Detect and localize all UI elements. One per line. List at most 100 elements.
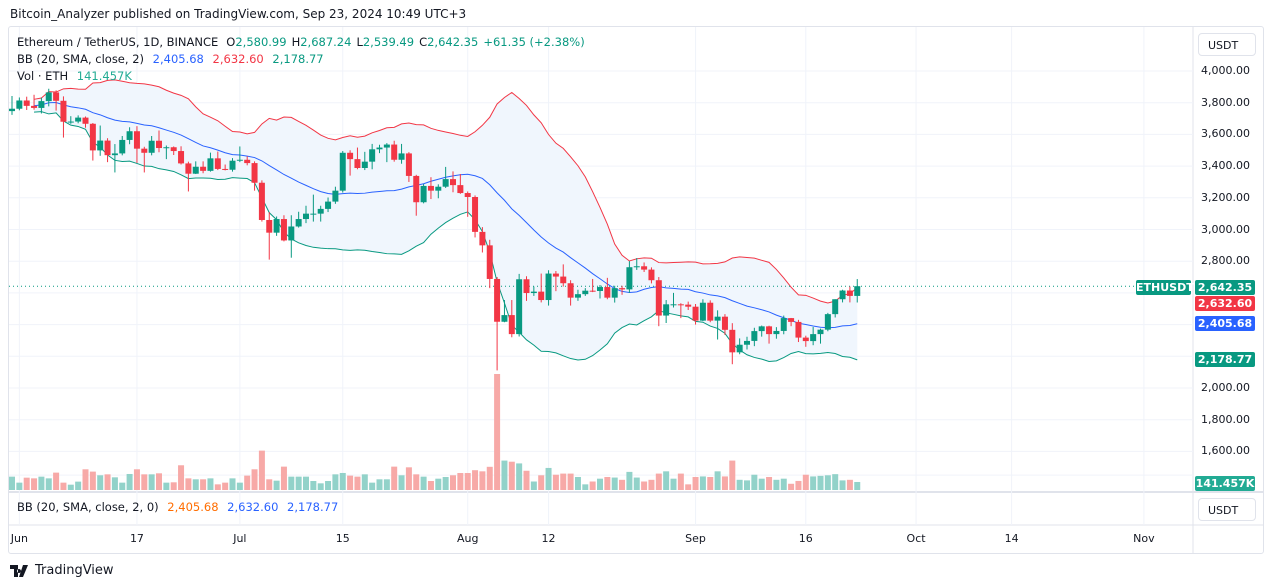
candle-body [523,279,530,294]
volume-bar [111,477,118,490]
volume-bar [574,476,581,490]
candle-body [236,159,243,161]
bb-basis-value: 2,405.68 [152,52,204,66]
candle-body [53,92,60,101]
volume-bar [45,478,52,490]
lower-bb-value-3: 2,178.77 [287,500,339,514]
time-axis-label: Nov [1133,532,1155,545]
low-label: L [356,35,363,49]
volume-bar [347,475,354,490]
candle-body [45,92,52,102]
candle-body [479,231,486,246]
lower-bb-value-2: 2,632.60 [227,500,279,514]
volume-bar [303,476,309,490]
volume-bar [486,466,493,490]
chart-frame [8,26,1264,554]
candle-body [16,100,23,109]
candle-body [494,278,501,322]
volume-bar [67,484,74,490]
publish-line: Bitcoin_Analyzer published on TradingVie… [10,7,467,21]
candle-body [266,219,273,233]
symbol-name[interactable]: Ethereum / TetherUS, 1D, BINANCE [17,35,219,49]
volume-bar [744,480,750,490]
volume-bar [626,471,633,490]
time-axis-label: Sep [685,532,706,545]
candle-body [251,163,258,183]
volume-bar [317,483,324,490]
currency-button[interactable]: USDT [1198,33,1256,56]
candle-body [611,288,618,298]
volume-bar [163,482,170,490]
lower-currency-button[interactable]: USDT [1198,498,1256,521]
candle-body [244,159,251,164]
price-axis-label: 3,000.00 [1201,222,1250,236]
low-value: 2,539.49 [362,35,415,49]
time-axis-label: Oct [906,532,926,545]
candle-body [148,140,155,153]
candle-body [420,185,427,203]
time-axis-label: Aug [456,532,479,545]
candle-body [758,326,765,332]
candle-body [832,299,839,315]
candle-body [516,279,523,335]
candle-body [295,219,302,227]
candle-body [744,340,750,345]
bb-label[interactable]: BB (20, SMA, close, 2) [17,52,144,66]
volume-bar [494,374,501,490]
volume-bar [523,470,530,490]
candle-body [464,193,471,198]
candle-body [405,153,412,176]
candle-body [200,166,207,171]
bb-lower-value: 2,178.77 [272,52,324,66]
candle-body [773,330,780,335]
volume-tag: 141.457K [1195,476,1255,491]
candle-body [369,149,376,162]
volume-bar [516,463,523,490]
candle-body [626,267,633,290]
volume-bar [9,476,15,490]
lower-pane-legend: BB (20, SMA, close, 2, 0) 2,405.68 2,632… [17,500,343,514]
volume-bar [721,476,728,490]
price-axis-label: 3,600.00 [1201,127,1250,141]
volume-bar [589,481,596,490]
volume-bar [802,474,809,490]
candle-body [854,286,861,296]
volume-bar [648,479,655,490]
volume-bar [567,473,574,490]
lower-bb-label[interactable]: BB (20, SMA, close, 2, 0) [17,500,159,514]
volume-bar [236,482,243,490]
candle-body [802,337,809,342]
candle-body [560,276,567,284]
candle-body [582,290,589,295]
volume-bar [391,466,398,490]
high-label: H [291,35,301,49]
volume-bar [405,467,412,490]
volume-bar [170,482,177,490]
volume-bar [38,476,45,490]
volume-value: 141.457K [76,69,132,83]
candle-body [339,152,346,191]
volume-bar [266,479,273,490]
candle-body [574,294,581,298]
volume-bar [604,476,611,490]
volume-bar [60,482,67,490]
candle-body [663,304,670,316]
volume-bar [222,482,229,490]
volume-bar [178,465,185,490]
candle-body [89,123,96,151]
candle-body [435,186,442,191]
candle-body [450,179,456,186]
tradingview-logo[interactable]: TradingView [10,563,114,578]
candle-body [824,314,831,330]
volume-label[interactable]: Vol · ETH [17,69,69,83]
volume-bar [472,470,479,490]
candle-body [457,185,464,194]
symbol-legend: Ethereum / TetherUS, 1D, BINANCE O2,580.9… [17,35,590,49]
volume-bar [97,475,104,490]
volume-bar [560,473,567,490]
volume-bar [141,474,148,490]
volume-bar [729,460,736,490]
candle-body [23,100,30,106]
symbol-price-tag: ETHUSDT [1136,280,1194,295]
